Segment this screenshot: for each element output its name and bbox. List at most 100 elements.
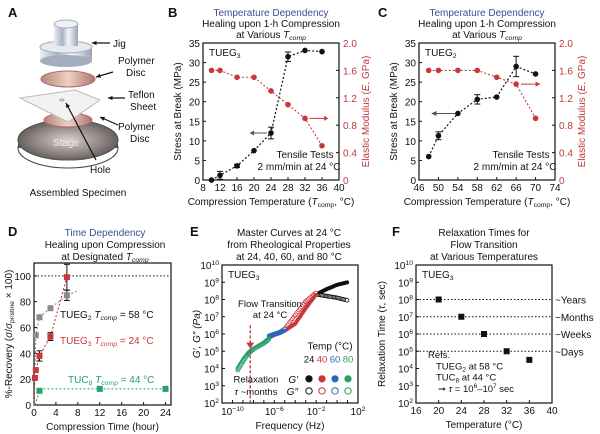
title-line1-d: Healing upon Compression bbox=[45, 240, 166, 251]
legend-gpp-marker-24 bbox=[305, 387, 313, 395]
legend-tueg3: TUEG3 Tcomp = 24 °C bbox=[60, 336, 154, 348]
stress-point bbox=[425, 153, 432, 160]
polymer-disc-top bbox=[40, 70, 96, 88]
stress-fit-curve bbox=[211, 49, 323, 181]
stress-point bbox=[208, 177, 215, 183]
disc-top-arrow-head bbox=[96, 73, 101, 78]
stress-point bbox=[532, 71, 539, 77]
x-tick-label: 20 bbox=[248, 183, 260, 194]
legend-tueg2: TUEG2 Tcomp = 58 °C bbox=[60, 310, 154, 322]
data-point bbox=[63, 292, 70, 299]
panel-letter-c: C bbox=[378, 5, 388, 20]
y-tick-label: 10 bbox=[189, 137, 201, 148]
stress-point bbox=[302, 47, 308, 54]
y-tick-label: 1010 bbox=[394, 260, 413, 272]
title-line2-c: at Various Tcomp bbox=[452, 30, 522, 42]
modulus-point bbox=[268, 88, 274, 94]
legend-title: Temp (°C) bbox=[307, 342, 352, 353]
x-tick-label: 20 bbox=[433, 406, 445, 417]
gp-point-40c bbox=[313, 292, 318, 297]
annotation-line2-c: 2 mm/min at 24 °C bbox=[474, 162, 557, 173]
y-tick-label: 60 bbox=[20, 324, 32, 335]
x-axis-label-e: Frequency (Hz) bbox=[256, 421, 325, 432]
title-top-b: Temperature Dependency bbox=[213, 8, 328, 19]
modulus-point bbox=[217, 67, 223, 74]
legend-gp-label: G′ bbox=[288, 375, 299, 386]
legend-temp-24: 24 bbox=[304, 354, 315, 365]
y-tick-label: 109 bbox=[398, 277, 413, 289]
data-point bbox=[458, 313, 465, 320]
y-tick-label: 108 bbox=[398, 295, 413, 307]
legend-temp-60: 60 bbox=[330, 354, 341, 365]
hole-arrow-head bbox=[66, 103, 71, 108]
y-tick-label: 102 bbox=[398, 398, 413, 410]
y-tick-label: 40 bbox=[20, 349, 32, 360]
y-axis-label-d: %-Recovery (σ/σpristine × 100) bbox=[4, 270, 16, 399]
gp-point-24c bbox=[345, 280, 350, 285]
x-tick-label: 102 bbox=[351, 406, 366, 418]
modulus-point bbox=[532, 115, 539, 122]
y-tick-label: 104 bbox=[204, 364, 219, 376]
y-tick-label: 103 bbox=[204, 381, 219, 393]
x-tick-label: 46 bbox=[413, 183, 425, 194]
modulus-point bbox=[302, 115, 308, 122]
y-tick-label: 104 bbox=[398, 364, 413, 376]
jig-arrow-head bbox=[92, 40, 97, 46]
data-point bbox=[503, 348, 510, 355]
plot-area-c bbox=[418, 42, 556, 181]
y-tick-label: 20 bbox=[405, 98, 417, 109]
panel-letter-a: A bbox=[8, 5, 18, 20]
ref-label-months: ~Months bbox=[555, 313, 594, 324]
y2-tick-label: 2.0 bbox=[559, 39, 573, 50]
jig-stem bbox=[54, 24, 78, 46]
modulus-point bbox=[474, 67, 481, 74]
panel-letter-b: B bbox=[168, 5, 177, 20]
x-tick-label: 16 bbox=[231, 183, 243, 194]
data-point bbox=[435, 296, 442, 303]
y-tick-label: 25 bbox=[405, 78, 417, 89]
x-tick-label: 0 bbox=[31, 408, 37, 419]
stress-point bbox=[285, 53, 291, 60]
y-tick-label: 5 bbox=[410, 156, 416, 167]
gp-point-60c bbox=[282, 328, 287, 333]
y-axis-label-c: Stress at Break (MPa) bbox=[389, 62, 400, 160]
ref-label-years: ~Years bbox=[555, 296, 586, 307]
x-tick-label: 24 bbox=[160, 408, 172, 419]
x-tick-label: 12 bbox=[94, 408, 106, 419]
x-axis-label-d: Compression Time (hour) bbox=[46, 422, 159, 433]
modulus-point bbox=[208, 67, 215, 74]
title-line-e: at 24, 40, 60, and 80 °C bbox=[236, 252, 342, 263]
y2-tick-label: 1.2 bbox=[559, 94, 573, 105]
right-axis-arrowhead bbox=[324, 115, 329, 121]
x-tick-label: 8 bbox=[75, 408, 81, 419]
sample-label-e: TUEG3 bbox=[228, 270, 260, 282]
x-tick-label: 28 bbox=[282, 183, 294, 194]
title-top-d: Time Dependency bbox=[65, 228, 146, 239]
x-tick-label: 16 bbox=[116, 408, 128, 419]
disc-bottom-label-2: Disc bbox=[130, 134, 149, 145]
y-axis-label-f: Relaxation Time (τ, sec) bbox=[377, 281, 388, 387]
y-tick-label: 80 bbox=[20, 298, 32, 309]
x-tick-label: 20 bbox=[138, 408, 150, 419]
hole bbox=[59, 98, 65, 102]
legend-gpp-marker-40 bbox=[318, 387, 326, 395]
y2-axis-label-b: Elastic Modulus (E, GPa) bbox=[361, 56, 372, 168]
legend-gpp-marker-60 bbox=[331, 387, 339, 395]
disc-bottom-arrow-head bbox=[100, 116, 105, 121]
modulus-point bbox=[493, 74, 500, 81]
x-tick-label: 28 bbox=[478, 406, 490, 417]
data-point bbox=[36, 314, 43, 321]
x-tick-label: 40 bbox=[333, 183, 345, 194]
data-point bbox=[36, 387, 43, 394]
x-tick-label: 32 bbox=[501, 406, 513, 417]
data-point bbox=[32, 332, 39, 339]
legend-gp-marker-80 bbox=[344, 375, 352, 383]
panel-letter-d: D bbox=[8, 224, 17, 239]
data-point bbox=[36, 352, 43, 359]
legend-gpp-label: G″ bbox=[287, 387, 299, 398]
teflon-label-1: Teflon bbox=[128, 90, 155, 101]
y2-tick-label: 0 bbox=[343, 176, 349, 187]
y-tick-label: 35 bbox=[189, 39, 201, 50]
title-line-e: from Rheological Properties bbox=[227, 240, 350, 251]
data-point bbox=[526, 356, 533, 363]
